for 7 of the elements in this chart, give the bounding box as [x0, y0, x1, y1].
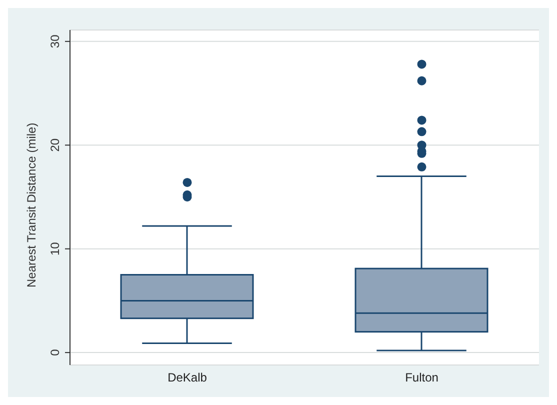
y-tick-label: 0	[48, 348, 62, 356]
y-tick-label: 10	[48, 242, 62, 256]
y-tick-label: 20	[48, 138, 62, 152]
y-tick-label: 30	[48, 34, 62, 48]
y-axis-title: Nearest Transit Distance (mile)	[24, 122, 38, 288]
x-tick-label: DeKalb	[168, 370, 208, 385]
x-tick-label: Fulton	[405, 370, 438, 385]
